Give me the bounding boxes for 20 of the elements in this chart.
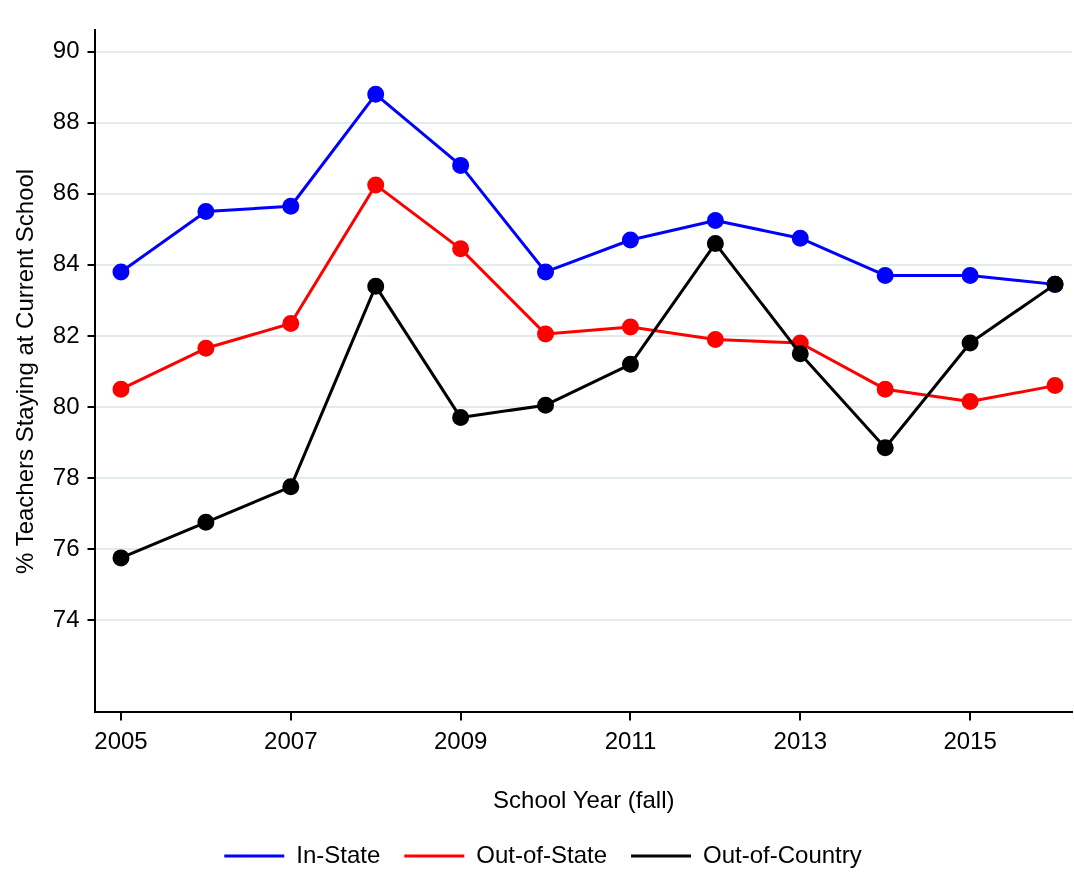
y-axis-title: % Teachers Staying at Current School xyxy=(11,168,39,574)
legend-label: In-State xyxy=(296,840,381,868)
x-tick-label: 2009 xyxy=(433,727,488,755)
x-tick-label: 2013 xyxy=(773,727,827,755)
y-tick-label: 82 xyxy=(52,320,80,348)
y-tick-label: 78 xyxy=(52,462,80,490)
y-tick-label: 90 xyxy=(52,36,80,64)
y-tick-label: 84 xyxy=(52,249,80,277)
x-tick-label: 2007 xyxy=(264,727,318,755)
y-tick-label: 88 xyxy=(52,107,80,135)
y-tick-label: 80 xyxy=(52,391,80,419)
x-axis-title: School Year (fall) xyxy=(493,786,675,814)
y-tick-label: 86 xyxy=(52,178,80,206)
legend-label: Out-of-State xyxy=(476,840,608,868)
y-tick-label: 74 xyxy=(52,604,80,632)
legend-label: Out-of-Country xyxy=(703,840,862,868)
x-tick-label: 2011 xyxy=(604,727,657,755)
y-tick-label: 76 xyxy=(52,533,80,561)
x-tick-label: 2005 xyxy=(94,727,148,755)
x-tick-label: 2015 xyxy=(943,727,997,755)
